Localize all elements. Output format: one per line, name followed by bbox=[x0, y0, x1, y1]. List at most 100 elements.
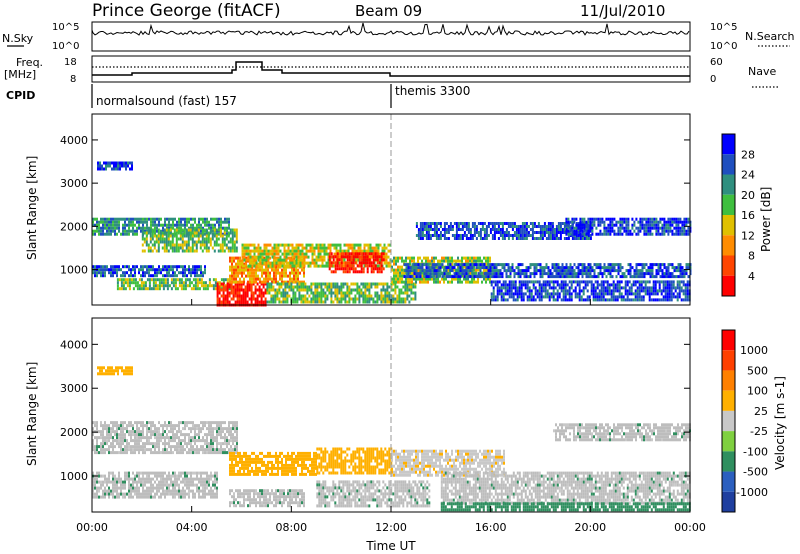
power-cells-cell bbox=[618, 286, 621, 290]
power-cells-cell bbox=[366, 297, 369, 301]
power-cells-cell bbox=[110, 232, 112, 236]
power-cells-cell bbox=[372, 282, 375, 286]
power-cells-cell bbox=[656, 280, 659, 284]
power-cells-cell bbox=[126, 217, 128, 221]
power-cells-cell bbox=[481, 263, 484, 267]
power-cells-cell bbox=[555, 237, 558, 240]
cpid-label: CPID bbox=[6, 89, 35, 102]
power-cells-cell bbox=[332, 300, 335, 304]
power-cells-cell bbox=[267, 271, 269, 275]
power-cells-cell bbox=[358, 264, 361, 268]
power-cells-cell bbox=[672, 280, 675, 284]
power-cells-cell bbox=[631, 226, 634, 230]
power-cells-cell bbox=[261, 265, 263, 269]
power-cells-cell bbox=[183, 228, 186, 232]
power-cells-cell bbox=[258, 300, 261, 304]
velocity-cells-cell bbox=[104, 427, 106, 431]
power-cells-cell bbox=[230, 291, 233, 295]
power-cells-cell bbox=[202, 274, 204, 278]
power-cells-cell bbox=[668, 295, 671, 299]
power-cells-cell bbox=[650, 292, 653, 296]
power-cells-cell bbox=[431, 228, 434, 231]
power-cells-cell bbox=[235, 246, 238, 250]
power-cells-cell bbox=[557, 269, 560, 273]
power-cells-cell bbox=[406, 282, 409, 286]
power-cells-cell bbox=[138, 278, 141, 282]
power-cells-cell bbox=[339, 249, 342, 253]
power-cells-cell bbox=[592, 289, 595, 293]
power-cells-cell bbox=[407, 280, 409, 284]
power-cells-cell bbox=[547, 222, 550, 225]
power-cells-cell bbox=[126, 265, 128, 269]
power-cells-cell bbox=[285, 264, 288, 268]
power-cells-cell bbox=[461, 266, 464, 270]
power-cells-cell bbox=[235, 256, 237, 260]
power-cells-cell bbox=[198, 265, 200, 269]
power-cells-cell bbox=[467, 280, 469, 284]
power-cells-cell bbox=[331, 243, 334, 247]
power-cells-cell bbox=[285, 280, 287, 284]
power-cells-cell bbox=[471, 266, 474, 270]
power-cells-cell bbox=[465, 280, 467, 284]
power-cells-cell bbox=[536, 292, 539, 296]
power-cells-cell bbox=[301, 268, 303, 272]
velocity-cells-cell bbox=[144, 424, 146, 428]
power-cells-cell bbox=[269, 249, 272, 253]
power-cells-cell bbox=[172, 271, 174, 275]
power-cells-cell bbox=[465, 266, 468, 270]
power-cells-cell bbox=[116, 278, 119, 282]
power-cells-cell bbox=[152, 268, 154, 272]
power-cells-cell bbox=[237, 256, 239, 260]
power-cells-cell bbox=[503, 237, 506, 240]
power-cells-cell bbox=[377, 246, 380, 250]
power-cells-cell bbox=[610, 298, 613, 302]
power-cells-cell bbox=[100, 229, 102, 233]
power-cells-cell bbox=[670, 295, 673, 299]
power-cells-cell bbox=[549, 225, 552, 228]
date-label: 11/Jul/2010 bbox=[580, 2, 665, 20]
power-cells-cell bbox=[485, 266, 488, 270]
power-cells-cell bbox=[376, 267, 379, 271]
power-cells-cell bbox=[118, 265, 120, 269]
power-cells-cell bbox=[233, 256, 235, 260]
power-cells-cell bbox=[524, 280, 527, 284]
power-cells-cell bbox=[671, 263, 674, 267]
power-cells-cell bbox=[163, 240, 166, 244]
power-cells-cell bbox=[575, 222, 578, 225]
power-cells-cell bbox=[350, 282, 353, 286]
power-cells-cell bbox=[421, 274, 423, 278]
power-cells-cell bbox=[334, 288, 337, 292]
power-cells-cell bbox=[285, 255, 288, 259]
power-cells-cell bbox=[610, 292, 613, 296]
power-cells-cell bbox=[348, 288, 351, 292]
power-cells-cell bbox=[306, 300, 309, 304]
power-cells-cell bbox=[353, 246, 356, 250]
power-cells-cell bbox=[553, 269, 556, 273]
power-cells-cell bbox=[256, 288, 259, 292]
power-cells-cell bbox=[643, 263, 646, 267]
power-cells-cell bbox=[562, 295, 565, 299]
power-cells-cell bbox=[507, 275, 510, 279]
power-cells-cell bbox=[569, 263, 572, 267]
power-cells-cell bbox=[158, 223, 160, 227]
power-cells-cell bbox=[249, 264, 252, 268]
power-cells-cell bbox=[177, 249, 180, 253]
power-cells-cell bbox=[160, 284, 163, 288]
power-cells-cell bbox=[665, 269, 668, 273]
velocity-cells-cell bbox=[104, 442, 106, 446]
power-cells-cell bbox=[148, 287, 151, 291]
power-cells-cell bbox=[269, 271, 271, 275]
power-cells-cell bbox=[459, 228, 462, 231]
power-cells-cell bbox=[467, 259, 469, 263]
power-cells-cell bbox=[685, 232, 688, 236]
power-cells-cell bbox=[273, 243, 276, 247]
power-cells-cell bbox=[582, 280, 585, 284]
power-cells-cell bbox=[228, 285, 231, 289]
power-cells-cell bbox=[453, 277, 455, 281]
power-cells-cell bbox=[638, 289, 641, 293]
power-cells-cell bbox=[521, 263, 524, 267]
power-cells-cell bbox=[247, 243, 250, 247]
power-cells-cell bbox=[471, 237, 474, 240]
power-cells-cell bbox=[579, 272, 582, 276]
power-cells-cell bbox=[538, 286, 541, 290]
